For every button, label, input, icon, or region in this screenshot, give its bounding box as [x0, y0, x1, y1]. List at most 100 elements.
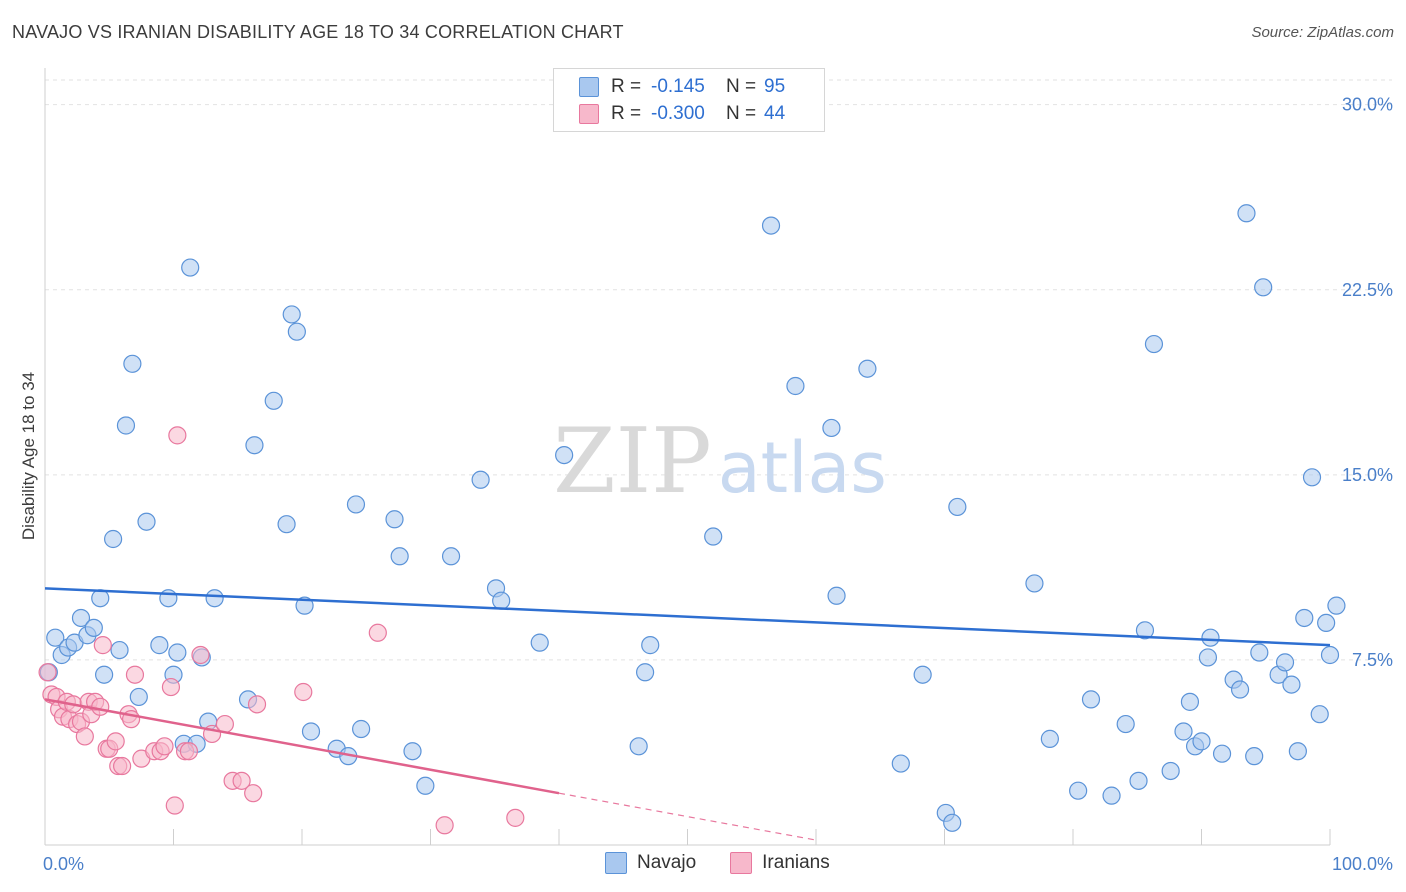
- point-navajo: [943, 813, 962, 832]
- point-navajo: [295, 596, 314, 615]
- point-navajo: [1288, 742, 1307, 761]
- point-navajo: [704, 527, 723, 546]
- point-navajo: [129, 687, 148, 707]
- point-navajo: [1069, 781, 1088, 800]
- legend-label-navajo: Navajo: [637, 852, 697, 873]
- point-iranians: [179, 742, 199, 761]
- point-navajo: [1135, 621, 1155, 640]
- legend-n-label: N =: [726, 76, 757, 97]
- point-navajo: [1245, 747, 1264, 766]
- point-iranians: [155, 737, 174, 756]
- point-navajo: [1129, 771, 1148, 790]
- point-navajo: [1116, 714, 1135, 734]
- legend-label-iranians: Iranians: [762, 852, 830, 873]
- stats-legend: R = -0.145 N = 95 R = -0.300 N = 44: [553, 68, 825, 132]
- legend-n-value: 95: [764, 76, 786, 97]
- point-iranians: [161, 677, 181, 697]
- point-navajo: [471, 470, 490, 489]
- legend-r-value: -0.145: [651, 76, 705, 97]
- point-navajo: [1192, 732, 1211, 751]
- point-navajo: [46, 628, 65, 647]
- legend-item-navajo[interactable]: Navajo: [605, 852, 696, 874]
- legend-swatch-navajo: [579, 77, 599, 97]
- y-tick-label: 22.5%: [1342, 280, 1393, 300]
- point-navajo: [1302, 468, 1322, 487]
- point-navajo: [1317, 613, 1336, 633]
- legend-item-iranians[interactable]: Iranians: [730, 852, 830, 874]
- point-navajo: [287, 322, 306, 341]
- point-navajo: [1282, 675, 1301, 694]
- point-navajo: [1254, 278, 1273, 297]
- point-navajo: [1310, 705, 1329, 724]
- point-navajo: [1320, 645, 1340, 665]
- legend-r-label: R =: [611, 76, 642, 97]
- point-navajo: [635, 663, 655, 682]
- legend-r-value: -0.300: [651, 103, 705, 124]
- point-navajo: [95, 665, 114, 684]
- point-navajo: [1212, 744, 1232, 763]
- point-iranians: [244, 784, 263, 803]
- point-navajo: [137, 512, 156, 531]
- trend-lines: [44, 587, 1331, 841]
- point-iranians: [165, 796, 184, 815]
- point-navajo: [104, 529, 123, 549]
- point-navajo: [1081, 690, 1101, 709]
- point-iranians: [106, 732, 125, 751]
- legend-n-value: 44: [764, 103, 786, 124]
- point-navajo: [150, 636, 169, 655]
- point-navajo: [1295, 608, 1314, 628]
- legend-swatch-navajo: [605, 852, 627, 874]
- point-iranians: [112, 756, 132, 776]
- point-navajo: [1144, 334, 1164, 354]
- legend-r-label: R =: [611, 103, 642, 124]
- point-navajo: [1040, 729, 1059, 748]
- point-navajo: [403, 742, 422, 761]
- point-navajo: [110, 640, 129, 660]
- point-navajo: [641, 636, 660, 655]
- point-navajo: [71, 608, 91, 628]
- point-navajo: [205, 589, 224, 608]
- point-navajo: [492, 591, 511, 610]
- point-navajo: [116, 416, 136, 435]
- point-navajo: [1198, 648, 1218, 667]
- axes: [44, 68, 1331, 846]
- point-iranians: [232, 771, 251, 790]
- watermark: ZIPatlas: [553, 409, 887, 514]
- point-iranians: [91, 697, 110, 716]
- point-navajo: [264, 391, 283, 410]
- point-navajo: [301, 722, 321, 741]
- point-navajo: [390, 547, 409, 566]
- watermark-atlas: atlas: [718, 427, 887, 509]
- point-navajo: [1180, 692, 1200, 711]
- point-navajo: [1025, 574, 1044, 593]
- point-navajo: [346, 495, 366, 514]
- point-navajo: [761, 216, 781, 235]
- point-iranians: [168, 426, 187, 445]
- point-iranians: [93, 636, 112, 655]
- point-navajo: [786, 376, 805, 396]
- point-navajo: [1327, 596, 1346, 615]
- legend-swatch-iranians: [579, 104, 599, 124]
- point-iranians: [294, 682, 313, 702]
- point-navajo: [629, 737, 648, 756]
- point-navajo: [84, 618, 103, 637]
- point-navajo: [282, 305, 301, 324]
- point-navajo: [277, 515, 296, 534]
- source-label: Source: ZipAtlas.com: [1251, 24, 1394, 41]
- point-iranians: [435, 816, 454, 835]
- point-navajo: [159, 589, 178, 608]
- point-navajo: [948, 497, 967, 517]
- legend-row-navajo: R = -0.145 N = 95: [579, 75, 785, 99]
- point-navajo: [385, 510, 404, 529]
- watermark-zip: ZIP: [553, 409, 712, 514]
- point-navajo: [1250, 643, 1269, 662]
- point-navajo: [913, 665, 932, 684]
- point-navajo: [891, 754, 910, 773]
- data-points: [38, 204, 1346, 835]
- x-tick-label: 100.0%: [1332, 854, 1393, 874]
- point-navajo: [1201, 628, 1220, 647]
- point-navajo: [181, 258, 200, 277]
- point-navajo: [416, 776, 435, 795]
- point-navajo: [168, 643, 187, 662]
- legend-row-iranians: R = -0.300 N = 44: [579, 102, 785, 126]
